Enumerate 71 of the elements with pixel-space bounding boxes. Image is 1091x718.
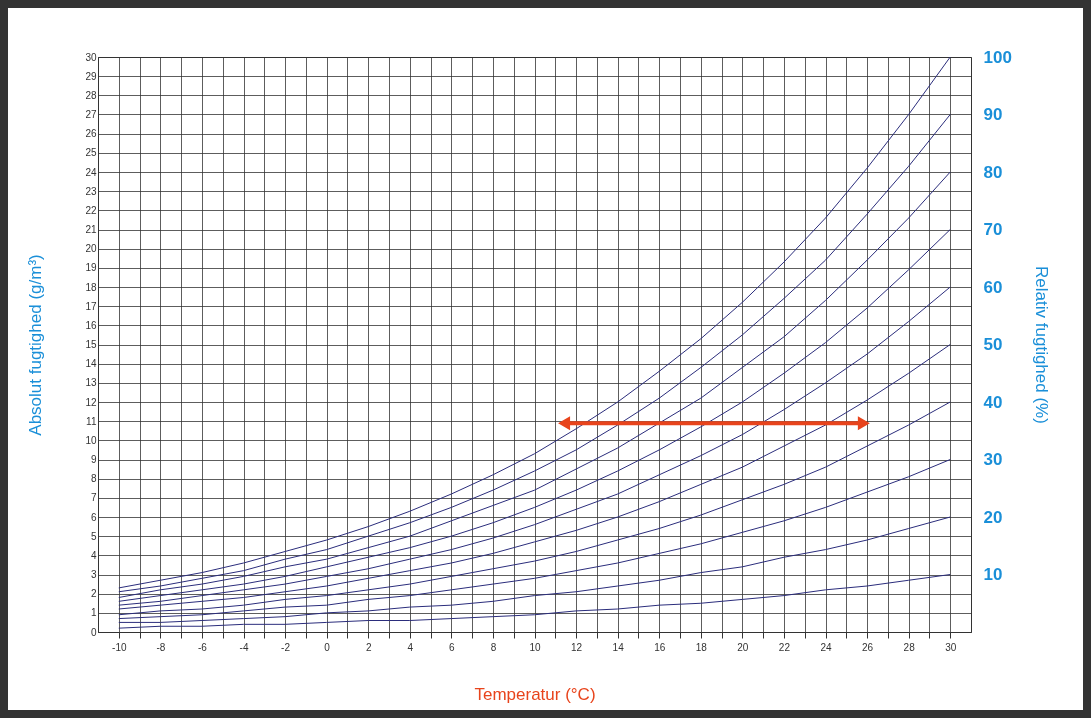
x-tick-label: 24	[820, 641, 832, 653]
y-tick-label: 0	[90, 626, 97, 638]
y-tick-label: 5	[90, 530, 97, 542]
line-series	[118, 459, 951, 620]
x-tick-label: 12	[571, 641, 583, 653]
y-tick-label: 19	[85, 262, 97, 274]
y2-tick-label: 50	[983, 335, 1003, 354]
y2-tick-label: 100	[983, 47, 1012, 67]
y-tick-label: 4	[90, 549, 97, 561]
y2-tick-label: 10	[983, 565, 1003, 584]
line-series	[118, 344, 951, 610]
y-tick-label: 15	[85, 339, 97, 350]
y2-tick-label: 20	[983, 507, 1003, 527]
y2-tick-label: 60	[983, 277, 1003, 297]
y-tick-label: 14	[85, 358, 97, 370]
y2-tick-label: 30	[983, 450, 1003, 469]
x-tick-label: 6	[449, 641, 456, 653]
y-tick-label: 12	[85, 396, 97, 408]
line-series	[118, 401, 951, 616]
x-tick-label: 10	[529, 641, 541, 653]
y-tick-label: 2	[90, 588, 97, 600]
x-tick-label: -2	[281, 641, 291, 653]
y-tick-label: 17	[85, 300, 97, 312]
y-axis-title: Absolut fugtighed (g/m³)	[26, 254, 46, 436]
x-tick-label: 2	[365, 641, 372, 653]
y-tick-label: 1	[90, 607, 97, 619]
y-tick-label: 7	[90, 492, 97, 504]
x-tick-label: -4	[239, 641, 249, 653]
y-tick-label: 28	[85, 89, 97, 101]
y-tick-label: 26	[85, 128, 97, 140]
line-series	[118, 516, 951, 623]
x-tick-label: 0	[324, 641, 331, 653]
y2-axis-title: Relativ fugtighed (%)	[1031, 266, 1051, 424]
y-tick-label: 3	[90, 569, 97, 580]
x-axis-title: Temperatur (°C)	[474, 684, 596, 704]
y-tick-label: 16	[85, 319, 97, 331]
x-tick-label: 4	[407, 641, 414, 653]
y-tick-label: 18	[85, 281, 97, 293]
x-tick-label: 16	[654, 641, 666, 653]
x-tick-label: 8	[490, 641, 497, 653]
y2-tick-label: 90	[983, 105, 1003, 124]
y-tick-label: 29	[85, 70, 97, 82]
y-tick-label: 25	[85, 147, 97, 159]
x-tick-label: 22	[778, 641, 791, 653]
x-tick-label: 30	[945, 641, 957, 653]
y-tick-label: 22	[85, 204, 97, 216]
x-tick-label: 28	[903, 641, 916, 653]
y-tick-label: 30	[85, 51, 97, 63]
x-tick-label: -10	[112, 641, 127, 653]
y-tick-label: 11	[86, 415, 97, 427]
y-tick-label: 21	[85, 224, 97, 235]
y-tick-label: 8	[90, 473, 97, 485]
y-tick-label: 23	[85, 185, 97, 197]
line-series	[118, 574, 951, 629]
x-tick-label: 18	[695, 641, 708, 653]
y2-tick-label: 70	[983, 220, 1003, 239]
y-tick-label: 24	[85, 166, 97, 178]
y-tick-label: 13	[85, 377, 97, 389]
y2-tick-label: 40	[983, 392, 1003, 412]
x-tick-label: 14	[612, 641, 625, 653]
line-series	[118, 286, 951, 606]
y-tick-label: 6	[90, 511, 97, 523]
y2-tick-label: 80	[983, 162, 1003, 182]
x-tick-label: 26	[862, 641, 874, 653]
y-tick-label: 9	[90, 454, 97, 465]
y-tick-label: 20	[85, 243, 97, 255]
y-tick-label: 27	[85, 109, 97, 120]
x-tick-label: 20	[737, 641, 749, 653]
y-tick-label: 10	[85, 434, 97, 446]
x-tick-label: -8	[156, 641, 166, 653]
x-tick-label: -6	[197, 641, 208, 653]
